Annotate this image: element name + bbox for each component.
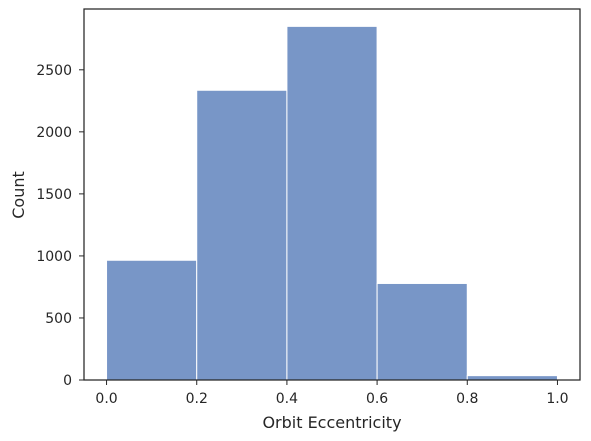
histogram-bar [286,25,378,381]
y-tick-label: 2000 [36,125,72,141]
x-tick-label: 1.0 [546,391,568,407]
x-tick-label: 0.4 [276,391,298,407]
plot-area-frame [83,8,581,381]
x-tick-label: 0.6 [366,391,388,407]
x-axis-ticks: 0.0 0.2 0.4 0.6 0.8 1.0 [95,380,569,407]
histogram-bar [466,375,558,381]
x-tick-label: 0.8 [456,391,478,407]
y-tick-label: 1500 [36,187,72,203]
histogram-bar [106,259,198,381]
histogram-bar [376,282,468,381]
y-tick-label: 0 [63,373,72,389]
x-axis-label: Orbit Eccentricity [262,413,401,432]
x-tick-label: 0.2 [186,391,208,407]
y-axis-ticks: 0 500 1000 1500 2000 2500 [36,63,84,389]
y-axis-label: Count [9,171,28,219]
histogram-bar [196,89,288,381]
y-tick-label: 1000 [36,249,72,265]
y-tick-label: 2500 [36,63,72,79]
bars-group [106,25,558,381]
x-tick-label: 0.0 [95,391,117,407]
y-tick-label: 500 [45,311,72,327]
